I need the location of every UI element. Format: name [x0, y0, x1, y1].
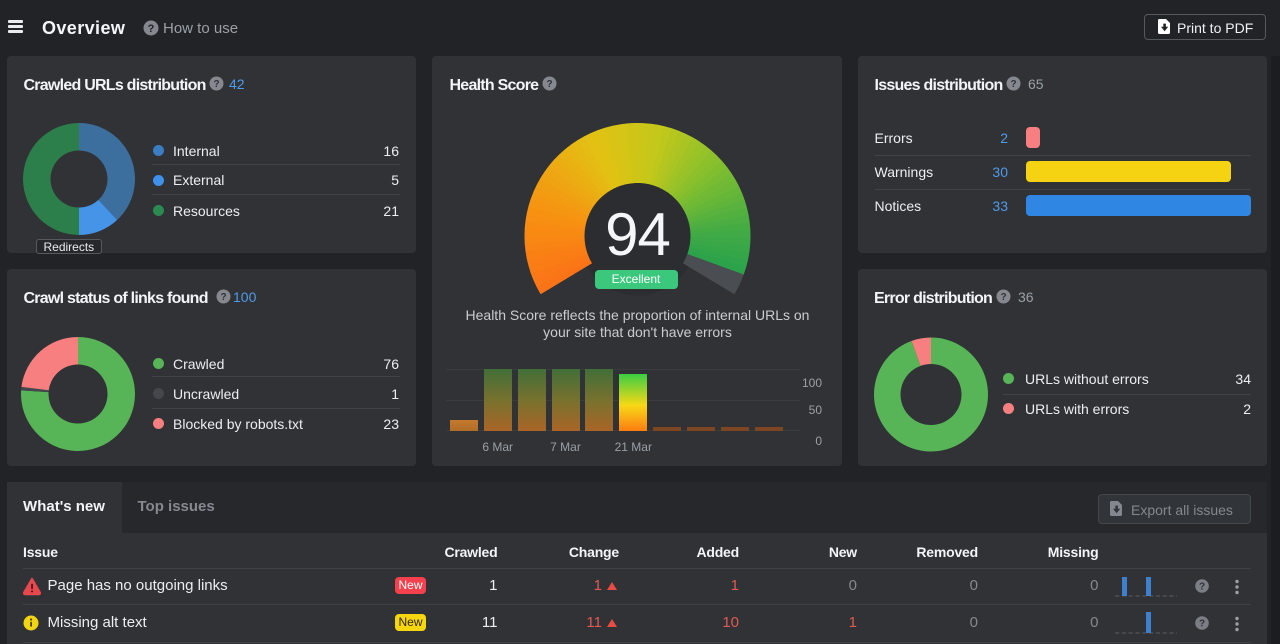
svg-text:?: ?: [1199, 618, 1205, 629]
svg-text:?: ?: [1000, 292, 1006, 303]
svg-text:?: ?: [1010, 79, 1016, 90]
svg-text:?: ?: [148, 22, 155, 34]
svg-text:?: ?: [213, 79, 219, 90]
svg-text:?: ?: [220, 292, 226, 303]
svg-text:?: ?: [546, 79, 552, 90]
svg-text:?: ?: [1199, 581, 1205, 592]
